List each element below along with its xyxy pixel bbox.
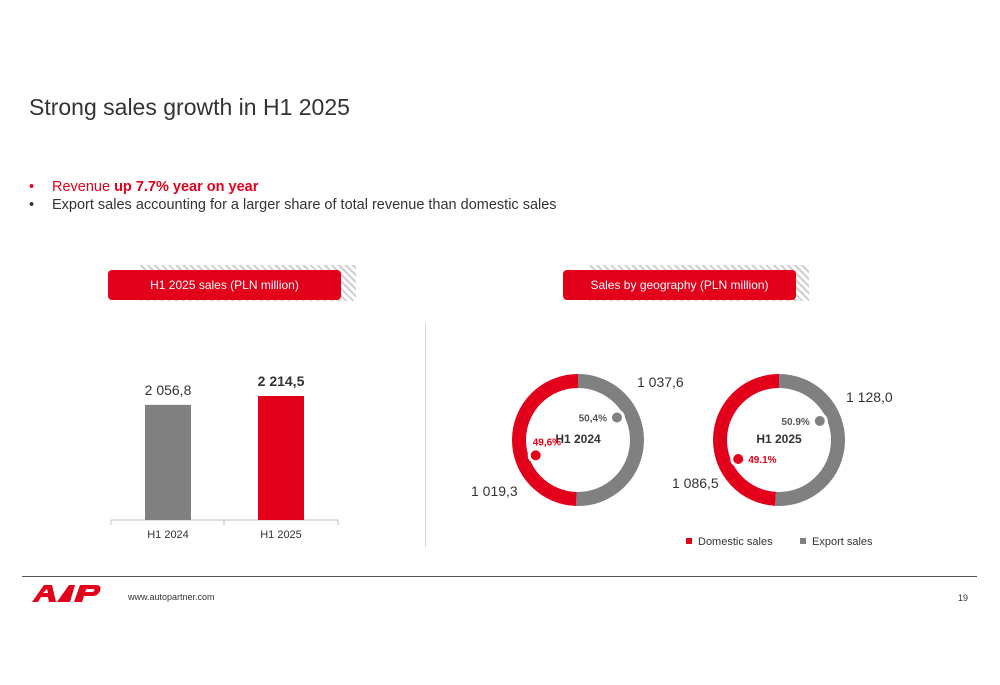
- bullet-revenue: • Revenue up 7.7% year on year: [29, 178, 557, 196]
- legend-label: Domestic sales: [698, 536, 773, 548]
- left-header-box: H1 2025 sales (PLN million): [108, 265, 356, 301]
- donut-value-label: 1 019,3: [471, 483, 518, 499]
- donut-share-marker: [608, 409, 625, 426]
- bullet-prefix: Revenue: [52, 179, 115, 195]
- panel-divider: [425, 322, 426, 547]
- donut-slice: [775, 374, 845, 506]
- bullet-export: • Export sales accounting for a larger s…: [29, 196, 557, 214]
- bullet-text: Export sales accounting for a larger sha…: [52, 197, 557, 213]
- donut-value-label: 1 086,5: [672, 475, 719, 491]
- footer-url: www.autopartner.com: [128, 592, 215, 602]
- legend-label: Export sales: [812, 536, 873, 548]
- bullet-text: Revenue up 7.7% year on year: [52, 178, 258, 196]
- bullet-list: • Revenue up 7.7% year on year • Export …: [29, 178, 557, 214]
- donut-slice: [713, 374, 780, 506]
- bar-value-label: 2 056,8: [145, 382, 192, 398]
- bullet-dot: •: [29, 179, 35, 195]
- donut-share-label: 50.9%: [781, 417, 809, 428]
- donut-center-label: H1 2024: [555, 432, 601, 446]
- donut-value-label: 1 037,6: [637, 374, 684, 390]
- donut-slice: [512, 374, 579, 506]
- donut-share-label: 49,6%: [533, 437, 561, 448]
- donut-center-label: H1 2025: [756, 432, 802, 446]
- donut-share-marker: [730, 451, 747, 468]
- donut-slice: [576, 374, 644, 506]
- bar-0: [145, 404, 191, 520]
- bullet-highlight: up 7.7% year on year: [114, 179, 259, 195]
- legend-swatch: [686, 538, 692, 544]
- bar-category-label: H1 2025: [260, 529, 302, 541]
- donut-share-label: 50,4%: [579, 414, 607, 425]
- legend-swatch: [800, 538, 806, 544]
- donut-share-marker: [811, 412, 828, 429]
- bar-1: [258, 396, 304, 520]
- page-number: 19: [958, 593, 969, 603]
- left-header: H1 2025 sales (PLN million): [108, 270, 341, 300]
- bar-value-label: 2 214,5: [258, 373, 305, 389]
- bullet-dot: •: [29, 197, 35, 213]
- donut-share-marker: [527, 447, 544, 464]
- donut-share-label: 49.1%: [748, 455, 776, 466]
- donut-value-label: 1 128,0: [846, 389, 893, 405]
- footer-divider: [22, 576, 977, 577]
- right-header-box: Sales by geography (PLN million): [563, 265, 809, 301]
- bar-category-label: H1 2024: [147, 529, 189, 541]
- right-header: Sales by geography (PLN million): [563, 270, 796, 300]
- page-title: Strong sales growth in H1 2025: [29, 94, 350, 120]
